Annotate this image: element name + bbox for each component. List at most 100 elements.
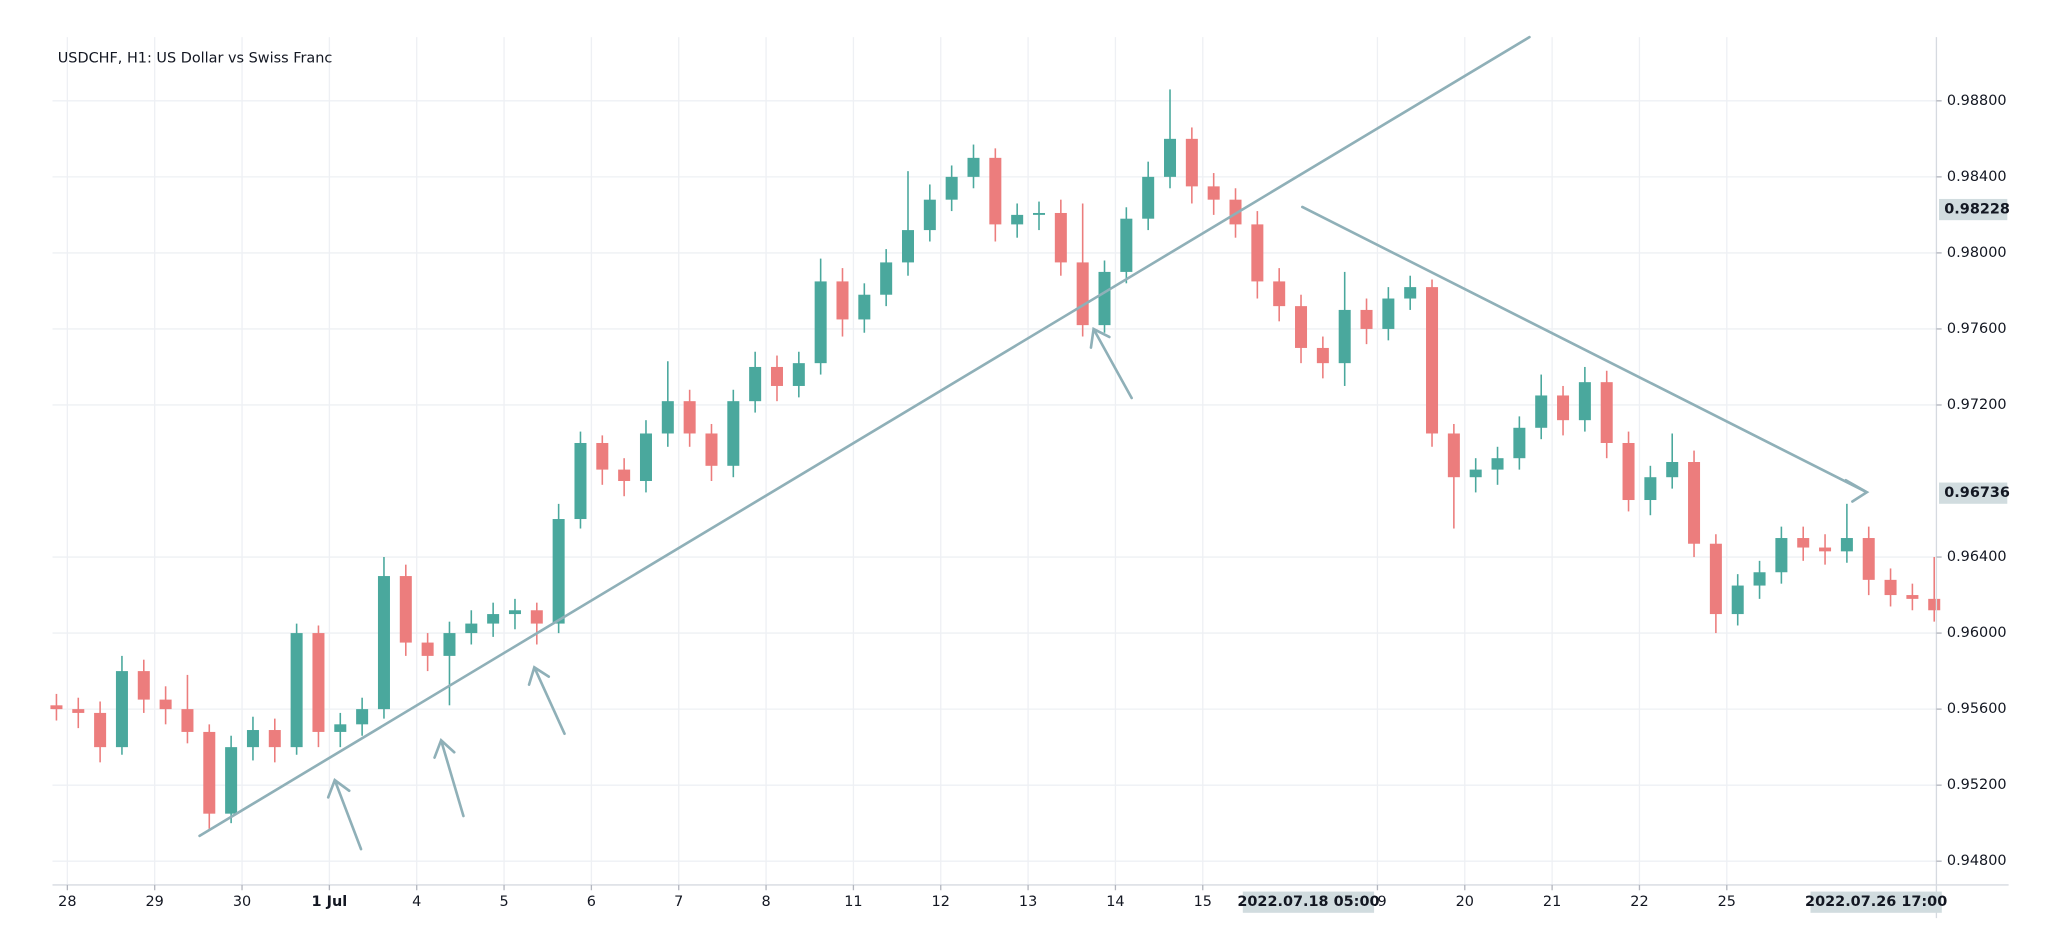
time-label-box (1810, 891, 1942, 913)
candle-body (399, 576, 412, 643)
candle-body (1862, 538, 1875, 580)
price-label: 0.96736 (1944, 485, 2010, 501)
y-tick-label: 0.98400 (1947, 169, 2007, 185)
candle-body (1622, 442, 1635, 501)
candle-body (1709, 543, 1722, 615)
candle-body (159, 699, 172, 710)
candle-body (989, 157, 1002, 225)
arrow (433, 738, 465, 818)
candle-body (618, 469, 631, 482)
arrow (1089, 327, 1133, 400)
candle-body (901, 230, 915, 263)
candle-body (1185, 138, 1198, 187)
x-tick-label: 11 (844, 894, 862, 910)
grid (52, 37, 1937, 885)
candle-body (705, 433, 718, 466)
x-tick-label: 28 (58, 894, 76, 910)
candle-body (290, 633, 303, 748)
candle-body (72, 709, 85, 713)
candle-body (727, 401, 740, 466)
candle-body (1578, 382, 1591, 421)
candle-body (1142, 176, 1155, 219)
time-label: 2022.07.18 05:00 (1237, 894, 1379, 910)
x-tick-label: 15 (1194, 894, 1212, 910)
price-label-box (1939, 198, 2008, 221)
candle-body (1906, 595, 1919, 599)
candle-body (1032, 212, 1046, 215)
x-tick-label: 22 (1630, 894, 1648, 910)
candle-body (1316, 347, 1329, 364)
candle-body (1513, 427, 1526, 459)
x-tick-label: 29 (146, 894, 164, 910)
candle-body (1207, 186, 1220, 200)
candle-body (1251, 224, 1264, 282)
trend-line (198, 35, 1531, 838)
candle-body (508, 610, 521, 615)
candle-body (792, 363, 805, 386)
candle-body (923, 199, 936, 231)
y-tick-label: 0.98800 (1947, 93, 2007, 109)
candle-body (530, 610, 543, 624)
x-tick-label: 20 (1456, 894, 1474, 910)
y-tick-label: 0.95200 (1947, 777, 2007, 793)
candle-body (1404, 287, 1417, 299)
candle-body (246, 730, 259, 748)
candle-body (1295, 306, 1308, 348)
candle-body (1535, 395, 1548, 428)
candle-body (1666, 461, 1679, 478)
candle-body (596, 442, 609, 470)
candle-body (858, 294, 871, 320)
x-tick-label: 21 (1543, 894, 1561, 910)
candle-body (683, 401, 696, 434)
x-tick-label: 5 (499, 894, 508, 910)
candle-body (50, 705, 63, 710)
candle-body (770, 366, 783, 386)
candle-body (421, 642, 434, 656)
candle-body (1382, 298, 1395, 329)
candles (50, 89, 1941, 829)
candle-body (203, 731, 216, 814)
candle-body (552, 519, 565, 624)
time-label-box (1242, 891, 1375, 913)
candle-body (1360, 309, 1373, 329)
y-tick-label: 0.95600 (1947, 701, 2007, 717)
candle-body (181, 709, 194, 732)
candle-body (1644, 477, 1657, 501)
candle-body (443, 633, 456, 656)
trend-line (1301, 205, 1866, 493)
x-tick-label: 6 (587, 894, 596, 910)
price-label: 0.98228 (1944, 202, 2010, 218)
candle-body (137, 671, 150, 700)
candle-body (1797, 538, 1810, 548)
candle-body (334, 724, 347, 732)
chart-title: USDCHF, H1: US Dollar vs Swiss Franc (58, 50, 333, 66)
candle-body (1229, 199, 1242, 225)
x-tick-label: 7 (674, 894, 683, 910)
arrow (326, 778, 363, 851)
x-tick-label: 30 (233, 894, 251, 910)
candle-body (94, 712, 107, 748)
candle-body (836, 281, 849, 320)
candle-body (1688, 461, 1701, 544)
candle-body (1447, 433, 1460, 478)
candle-body (639, 433, 652, 482)
arrow-head (1844, 478, 1870, 503)
x-tick-label: 13 (1019, 894, 1037, 910)
candle-body (1426, 287, 1439, 434)
y-tick-label: 0.98000 (1947, 245, 2007, 261)
candle-body (1469, 469, 1482, 478)
y-tick-label: 0.97200 (1947, 397, 2007, 413)
candle-body (377, 576, 390, 710)
x-tick-label: 8 (761, 894, 770, 910)
axes: 0.94800 0.95200 0.95600 0.96000 0.96400 0.972… (58, 93, 2010, 913)
candle-body (574, 442, 587, 520)
candle-body (749, 366, 762, 402)
candle-body (1819, 547, 1832, 552)
candle-body (1928, 598, 1941, 611)
candle-body (487, 614, 500, 624)
candle-body (967, 157, 980, 177)
candle-body (356, 709, 369, 725)
candle-body (1731, 585, 1744, 615)
candle-body (1775, 538, 1788, 573)
candle-body (1600, 382, 1613, 443)
